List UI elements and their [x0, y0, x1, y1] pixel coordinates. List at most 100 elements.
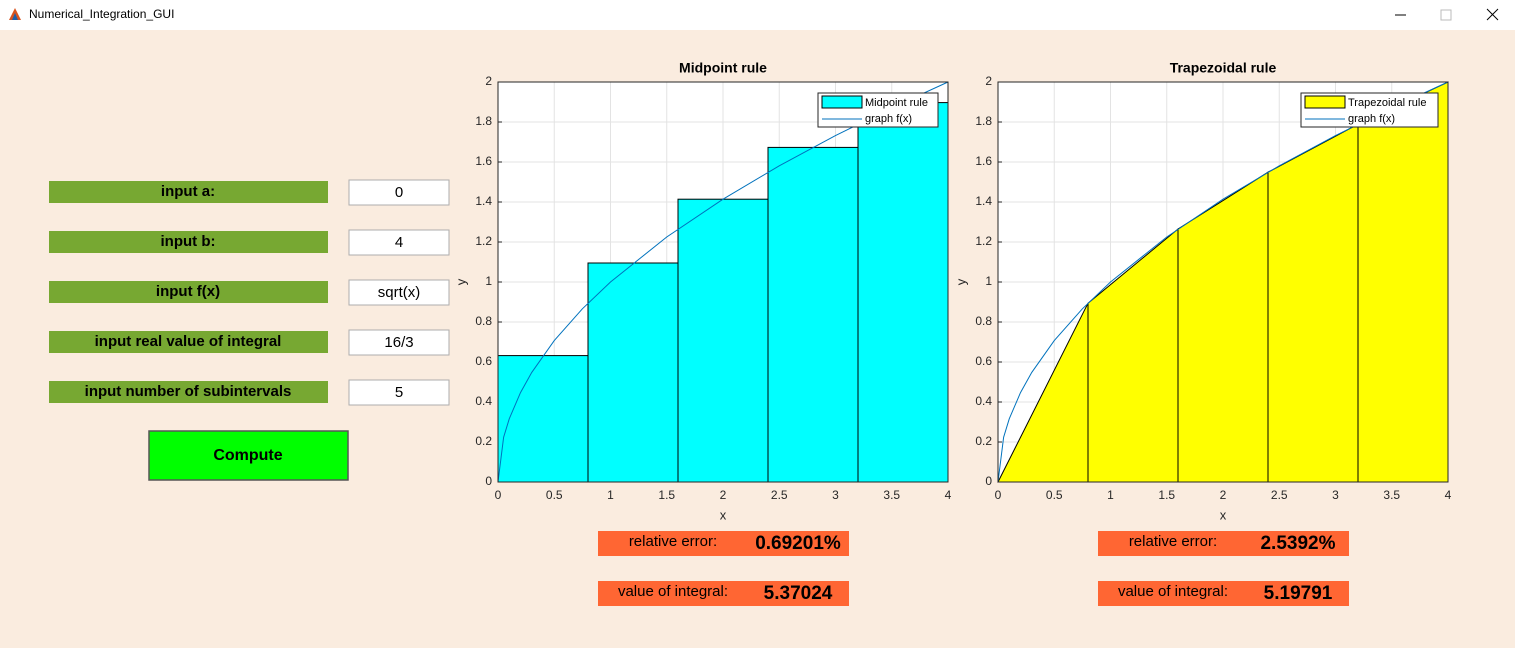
legend-label: Midpoint rule: [865, 97, 928, 109]
result-value: 5.37024: [764, 583, 833, 604]
axes-box: [997, 81, 1449, 483]
curve: [497, 81, 949, 483]
x-tick-label: 4: [1445, 488, 1452, 502]
x-tick-label: 2: [1220, 488, 1227, 502]
field-label-box: [49, 231, 328, 253]
y-tick-label: 1.8: [975, 114, 992, 128]
x-tick-label: 1.5: [658, 488, 675, 502]
input-box[interactable]: [348, 279, 450, 306]
y-tick-label: 0.6: [975, 354, 992, 368]
y-tick-label: 0.8: [975, 314, 992, 328]
y-tick-label: 0: [485, 474, 492, 488]
axes-box: [497, 81, 949, 483]
result-value: 0.69201%: [755, 533, 841, 554]
field-label-box: [49, 381, 328, 403]
x-tick-label: 0: [495, 488, 502, 502]
result-value: 2.5392%: [1260, 533, 1335, 554]
bar: [767, 146, 859, 483]
result-label: relative error:: [1129, 533, 1217, 550]
y-tick-label: 1.2: [475, 234, 492, 248]
app-icon: [9, 8, 21, 20]
field-label-box: [49, 281, 328, 303]
field-label: input a:: [161, 183, 215, 200]
bar: [677, 198, 769, 483]
y-tick-label: 1: [985, 274, 992, 288]
y-tick-label: 0.4: [475, 394, 492, 408]
input-box[interactable]: [348, 229, 450, 256]
input-value[interactable]: sqrt(x): [378, 284, 421, 301]
y-tick-label: 1.4: [475, 194, 492, 208]
x-tick-label: 0: [995, 488, 1002, 502]
input-value[interactable]: 16/3: [384, 334, 413, 351]
title-bar: [0, 0, 1515, 30]
legend-swatch: [821, 95, 863, 109]
result-label: value of integral:: [1118, 583, 1228, 600]
curve: [997, 81, 1449, 483]
legend-label: graph f(x): [1348, 113, 1395, 125]
field-label-box: [49, 181, 328, 203]
x-tick-label: 0.5: [546, 488, 563, 502]
x-tick-label: 3.5: [1383, 488, 1400, 502]
y-axis-label: y: [453, 278, 468, 285]
field-label: input real value of integral: [95, 333, 282, 350]
x-tick-label: 2.5: [1271, 488, 1288, 502]
input-value[interactable]: 0: [395, 184, 403, 201]
x-tick-label: 2.5: [771, 488, 788, 502]
y-tick-label: 0.2: [975, 434, 992, 448]
legend-label: graph f(x): [865, 113, 912, 125]
close-button[interactable]: [1486, 8, 1499, 21]
x-tick-label: 2: [720, 488, 727, 502]
x-tick-label: 3.5: [883, 488, 900, 502]
maximize-button[interactable]: [1440, 9, 1452, 21]
compute-button[interactable]: [148, 430, 349, 481]
field-label: input number of subintervals: [85, 383, 292, 400]
y-tick-label: 0: [985, 474, 992, 488]
y-tick-label: 0.2: [475, 434, 492, 448]
trapezoid: [1267, 123, 1359, 483]
x-tick-label: 1: [1107, 488, 1114, 502]
y-tick-label: 1.6: [975, 154, 992, 168]
result-box: [598, 581, 849, 606]
y-tick-label: 1.4: [975, 194, 992, 208]
chart-title: Midpoint rule: [679, 60, 767, 76]
window-title: Numerical_Integration_GUI: [29, 7, 174, 21]
y-tick-label: 1: [485, 274, 492, 288]
y-tick-label: 1.8: [475, 114, 492, 128]
y-tick-label: 0.4: [975, 394, 992, 408]
y-axis-label: y: [953, 278, 968, 285]
result-label: relative error:: [629, 533, 717, 550]
result-box: [1098, 581, 1349, 606]
y-tick-label: 1.2: [975, 234, 992, 248]
y-tick-label: 0.6: [475, 354, 492, 368]
y-tick-label: 0.8: [475, 314, 492, 328]
x-axis-label: x: [720, 507, 727, 522]
field-label-box: [49, 331, 328, 353]
input-box[interactable]: [348, 179, 450, 206]
y-tick-label: 1.6: [475, 154, 492, 168]
field-label: input f(x): [156, 283, 220, 300]
result-value: 5.19791: [1264, 583, 1333, 604]
legend-label: Trapezoidal rule: [1348, 97, 1426, 109]
input-box[interactable]: [348, 329, 450, 356]
input-value[interactable]: 4: [395, 234, 403, 251]
x-tick-label: 4: [945, 488, 952, 502]
result-box: [598, 531, 849, 556]
x-tick-label: 3: [832, 488, 839, 502]
legend-swatch: [1304, 95, 1346, 109]
x-axis-label: x: [1220, 507, 1227, 522]
y-tick-label: 2: [485, 74, 492, 88]
compute-label[interactable]: Compute: [213, 447, 282, 464]
x-tick-label: 1: [607, 488, 614, 502]
x-tick-label: 3: [1332, 488, 1339, 502]
result-label: value of integral:: [618, 583, 728, 600]
bar: [497, 355, 589, 483]
x-tick-label: 0.5: [1046, 488, 1063, 502]
result-box: [1098, 531, 1349, 556]
input-value[interactable]: 5: [395, 384, 403, 401]
trapezoid: [1357, 81, 1449, 483]
input-box[interactable]: [348, 379, 450, 406]
y-tick-label: 2: [985, 74, 992, 88]
bar: [587, 262, 679, 483]
